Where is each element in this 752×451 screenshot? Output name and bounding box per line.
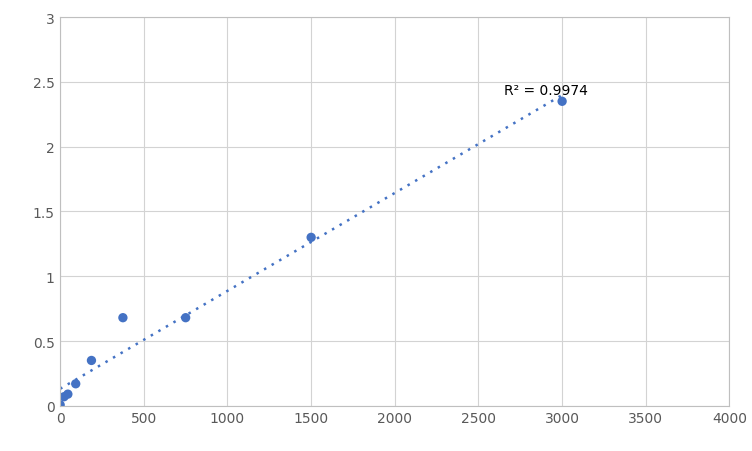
Point [54, 401, 66, 409]
Point [86, 357, 98, 364]
Point [62, 391, 74, 398]
Text: R² = 0.9974: R² = 0.9974 [504, 84, 587, 98]
Point [556, 98, 569, 106]
Point [180, 314, 192, 322]
Point [117, 314, 129, 322]
Point [305, 234, 317, 241]
Point [70, 380, 82, 387]
Point [58, 393, 70, 400]
